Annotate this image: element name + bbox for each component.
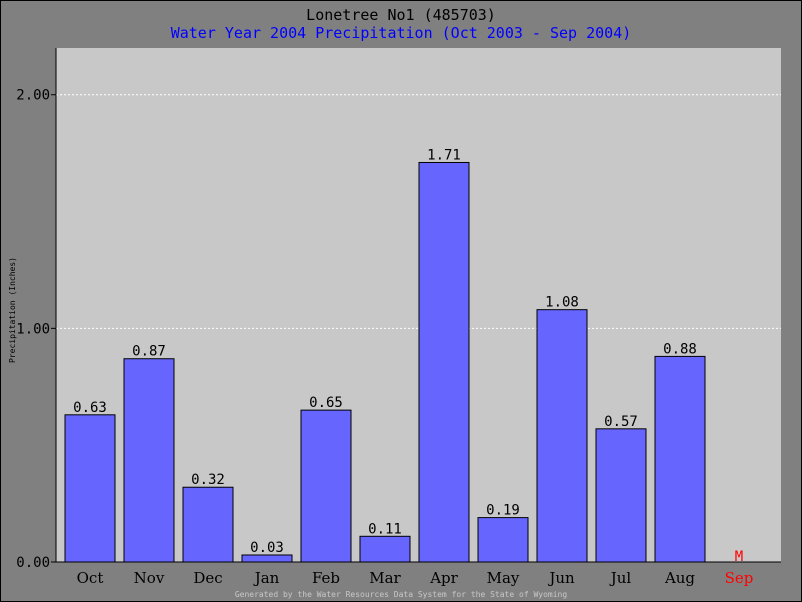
x-tick-label: Apr bbox=[429, 569, 458, 587]
bar-value-label: 0.57 bbox=[604, 414, 638, 430]
bar-nov bbox=[123, 358, 175, 563]
bar-jul bbox=[595, 428, 647, 563]
bar-value-label: 0.65 bbox=[309, 395, 343, 411]
bar-dec bbox=[182, 486, 234, 563]
y-tick-label: 2.00 bbox=[16, 88, 50, 104]
bar-may bbox=[477, 517, 529, 563]
x-tick-label: Oct bbox=[77, 569, 104, 587]
bar-aug bbox=[654, 355, 706, 563]
x-tick-label: Aug bbox=[664, 569, 695, 587]
y-tick-label: 1.00 bbox=[16, 321, 50, 337]
x-tick-label: Jan bbox=[253, 569, 280, 587]
bar-mar bbox=[359, 535, 411, 563]
x-tick-label: Jun bbox=[547, 569, 575, 587]
x-tick-label: Feb bbox=[312, 569, 340, 587]
y-tick-label: 0.00 bbox=[16, 555, 50, 571]
bar-value-label: 0.87 bbox=[132, 344, 166, 360]
bar-apr bbox=[418, 161, 470, 563]
bar-value-label: 1.71 bbox=[427, 147, 461, 163]
bar-value-label: 1.08 bbox=[545, 295, 579, 311]
bar-value-label: 0.11 bbox=[368, 521, 402, 537]
x-tick-label: Nov bbox=[134, 569, 165, 587]
chart-subtitle: Water Year 2004 Precipitation (Oct 2003 … bbox=[170, 24, 632, 42]
bar-jan bbox=[241, 554, 293, 563]
bar-value-label: 0.03 bbox=[250, 540, 284, 556]
x-tick-label: May bbox=[487, 569, 520, 587]
bar-oct bbox=[64, 414, 116, 563]
bar-feb bbox=[300, 409, 352, 563]
bar-value-label: 0.88 bbox=[663, 341, 697, 357]
footer-credit: Generated by the Water Resources Data Sy… bbox=[234, 590, 568, 599]
chart-title: Lonetree No1 (485703) bbox=[306, 6, 496, 24]
bar-value-label: 0.19 bbox=[486, 503, 520, 519]
x-tick-label: Mar bbox=[369, 569, 401, 587]
bar-value-label: M bbox=[735, 549, 743, 565]
x-tick-label: Sep bbox=[725, 569, 754, 587]
x-tick-label: Dec bbox=[193, 569, 222, 587]
bar-value-label: 0.32 bbox=[191, 472, 225, 488]
bar-jun bbox=[536, 309, 588, 563]
bar-value-label: 0.63 bbox=[73, 400, 107, 416]
x-tick-label: Jul bbox=[609, 569, 632, 587]
